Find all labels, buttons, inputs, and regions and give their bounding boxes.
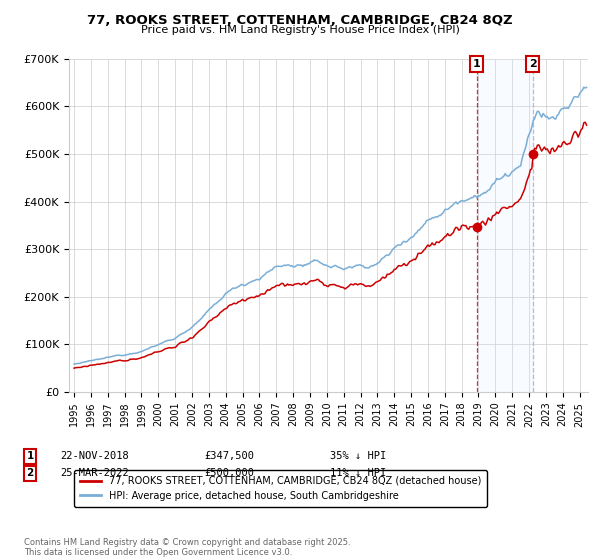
Text: Price paid vs. HM Land Registry's House Price Index (HPI): Price paid vs. HM Land Registry's House … <box>140 25 460 35</box>
Text: 2: 2 <box>529 59 536 69</box>
Text: 11% ↓ HPI: 11% ↓ HPI <box>330 468 386 478</box>
Text: 2: 2 <box>26 468 34 478</box>
Text: 1: 1 <box>26 451 34 461</box>
Text: 25-MAR-2022: 25-MAR-2022 <box>60 468 129 478</box>
Legend: 77, ROOKS STREET, COTTENHAM, CAMBRIDGE, CB24 8QZ (detached house), HPI: Average : 77, ROOKS STREET, COTTENHAM, CAMBRIDGE, … <box>74 470 487 507</box>
Text: Contains HM Land Registry data © Crown copyright and database right 2025.
This d: Contains HM Land Registry data © Crown c… <box>24 538 350 557</box>
Text: £500,000: £500,000 <box>204 468 254 478</box>
Text: £347,500: £347,500 <box>204 451 254 461</box>
Text: 77, ROOKS STREET, COTTENHAM, CAMBRIDGE, CB24 8QZ: 77, ROOKS STREET, COTTENHAM, CAMBRIDGE, … <box>87 14 513 27</box>
Bar <box>476 59 533 392</box>
Text: 35% ↓ HPI: 35% ↓ HPI <box>330 451 386 461</box>
Text: 1: 1 <box>473 59 481 69</box>
Text: 22-NOV-2018: 22-NOV-2018 <box>60 451 129 461</box>
